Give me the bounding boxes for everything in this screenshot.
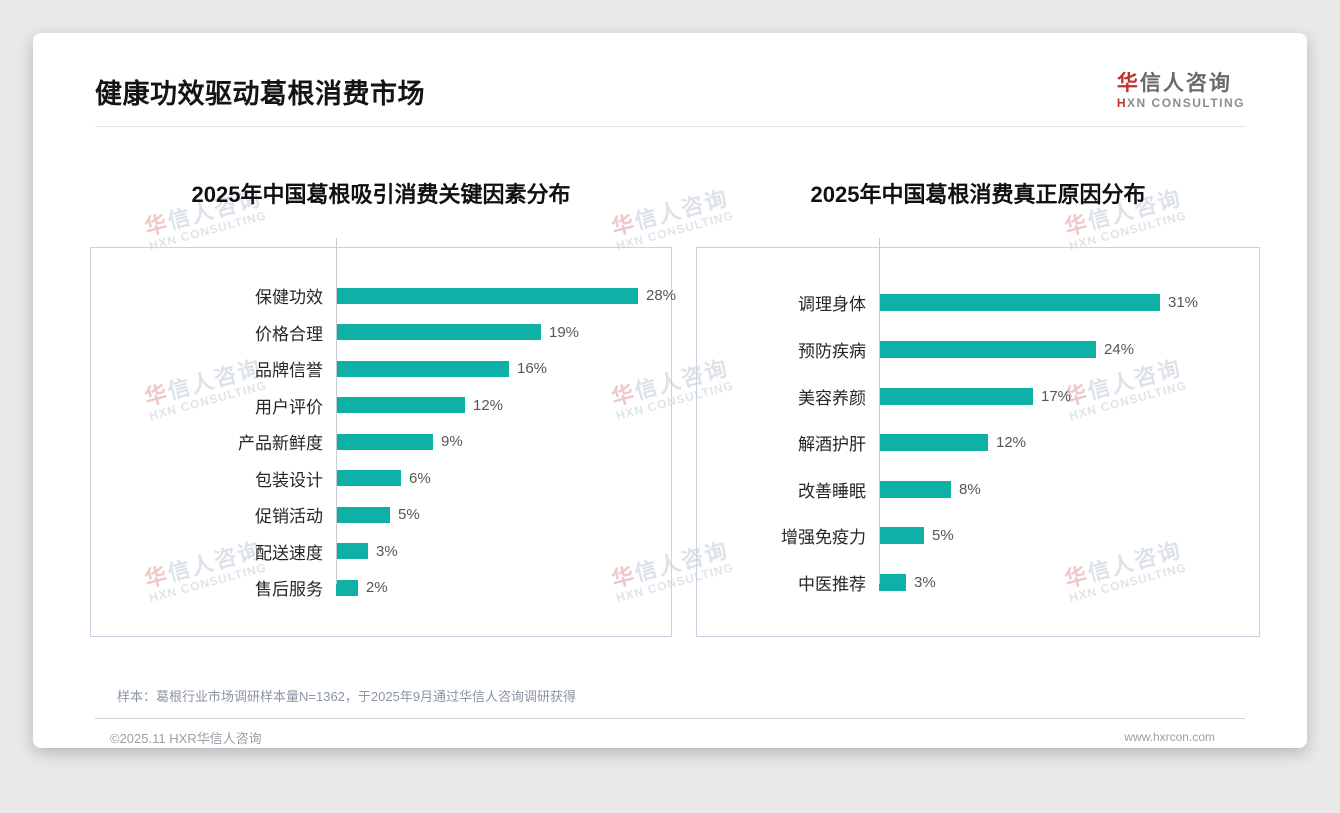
category-label: 调理身体 <box>798 295 866 315</box>
bar-value: 5% <box>932 527 954 545</box>
category-label: 配送速度 <box>255 543 323 563</box>
bar <box>336 287 638 304</box>
bar-row: 售后服务 2% <box>91 570 671 607</box>
category-label: 保健功效 <box>255 288 323 308</box>
bar-row: 价格合理 19% <box>91 314 671 351</box>
slide-card: 华信人咨询 HXN CONSULTING 华信人咨询 HXN CONSULTING 华信… <box>33 33 1307 748</box>
header: 健康功效驱动葛根消费市场 华信人咨询 HXN CONSULTING <box>33 33 1307 120</box>
bar-value: 28% <box>646 287 677 305</box>
bar-row: 调理身体 31% <box>697 280 1259 327</box>
bar-value: 31% <box>1168 294 1199 312</box>
bar-value: 3% <box>914 574 936 591</box>
bar <box>879 574 906 591</box>
company-logo: 华信人咨询 HXN CONSULTING <box>1116 72 1245 110</box>
bar-value: 17% <box>1041 387 1072 405</box>
bar <box>336 360 509 377</box>
category-label: 售后服务 <box>255 580 323 600</box>
bar-row: 品牌信誉 16% <box>91 351 671 388</box>
copyright-text: ©2025.11 HXR华信人咨询 <box>110 730 262 746</box>
logo-en-first-char: H <box>1116 96 1128 111</box>
bar-row: 包装设计 6% <box>91 460 671 497</box>
bar <box>336 506 390 523</box>
bar-row: 增强免疫力 5% <box>697 513 1259 560</box>
chart-left-title: 2025年中国葛根吸引消费关键因素分布 <box>191 181 571 207</box>
bar-row: 产品新鲜度 9% <box>91 424 671 461</box>
category-label: 解酒护肝 <box>798 435 866 455</box>
bar-value: 8% <box>959 480 981 498</box>
category-label: 价格合理 <box>255 324 323 344</box>
logo-en-text: HXN CONSULTING <box>1117 97 1245 110</box>
chart-right-column: 2025年中国葛根消费真正原因分布 调理身体 31% 预防疾病 24% 美容养颜 17% 解… <box>696 127 1260 637</box>
footer-row: ©2025.11 HXR华信人咨询 www.hxrcon.com <box>33 719 1307 747</box>
category-label: 用户评价 <box>255 397 323 417</box>
bar <box>879 387 1033 405</box>
category-label: 促销活动 <box>255 507 323 527</box>
bar-row: 预防疾病 24% <box>697 326 1259 373</box>
website-url: www.hxrcon.com <box>1124 730 1215 745</box>
bar-value: 12% <box>996 434 1027 452</box>
bar-value: 6% <box>409 469 431 487</box>
category-label: 包装设计 <box>255 470 323 490</box>
bar <box>879 527 924 545</box>
logo-cn-text: 华信人咨询 <box>1116 72 1245 95</box>
category-label: 中医推荐 <box>798 575 866 594</box>
bar-value: 12% <box>473 396 504 414</box>
footer-divider <box>95 717 1245 719</box>
bar <box>879 434 988 452</box>
y-axis-line <box>879 237 880 584</box>
bar <box>879 480 951 498</box>
bar-value: 24% <box>1104 341 1135 359</box>
bar <box>879 294 1160 312</box>
bar <box>336 397 465 414</box>
bar <box>336 470 401 487</box>
category-label: 品牌信誉 <box>255 361 323 381</box>
logo-cn-first-char: 华 <box>1116 72 1140 95</box>
bar-row: 中医推荐 3% <box>697 559 1259 606</box>
bar-value: 5% <box>398 506 420 524</box>
y-axis-line <box>336 237 337 584</box>
bar-value: 3% <box>376 542 398 560</box>
bar-row: 改善睡眠 8% <box>697 466 1259 513</box>
category-label: 美容养颜 <box>798 388 866 408</box>
bar <box>336 324 541 341</box>
category-label: 产品新鲜度 <box>238 434 323 454</box>
bar-value: 2% <box>366 579 388 597</box>
charts-area: 2025年中国葛根吸引消费关键因素分布 保健功效 28% 价格合理 19% 品牌信誉 16… <box>33 127 1307 637</box>
bar <box>336 543 368 560</box>
bar-row: 解酒护肝 12% <box>697 419 1259 466</box>
category-label: 增强免疫力 <box>781 528 866 548</box>
bar-row: 促销活动 5% <box>91 497 671 534</box>
category-label: 改善睡眠 <box>798 481 866 501</box>
bar-row: 保健功效 28% <box>91 278 676 315</box>
bar <box>879 341 1096 359</box>
logo-en-rest: XN CONSULTING <box>1127 96 1245 111</box>
chart-right-panel: 调理身体 31% 预防疾病 24% 美容养颜 17% 解酒护肝 12% 改善睡眠 8% 增强免疫力 5… <box>696 237 1260 637</box>
chart-right-plot: 调理身体 31% 预防疾病 24% 美容养颜 17% 解酒护肝 12% 改善睡眠 8% 增强免疫力 5… <box>697 237 1259 606</box>
chart-left-panel: 保健功效 28% 价格合理 19% 品牌信誉 16% 用户评价 12% 产品新鲜度 9% 包装设计 6… <box>90 237 676 637</box>
bar-row: 配送速度 3% <box>91 533 671 570</box>
bar <box>336 433 433 450</box>
page-title: 健康功效驱动葛根消费市场 <box>95 78 425 109</box>
chart-left-column: 2025年中国葛根吸引消费关键因素分布 保健功效 28% 价格合理 19% 品牌信誉 16… <box>90 127 676 637</box>
bar-value: 9% <box>441 433 463 451</box>
chart-left-plot: 保健功效 28% 价格合理 19% 品牌信誉 16% 用户评价 12% 产品新鲜度 9% 包装设计 6… <box>91 237 676 607</box>
header-divider <box>95 125 1245 127</box>
chart-right-title: 2025年中国葛根消费真正原因分布 <box>810 181 1146 207</box>
bar-row: 美容养颜 17% <box>697 373 1259 420</box>
bar <box>336 579 358 596</box>
bar-row: 用户评价 12% <box>91 387 671 424</box>
category-label: 预防疾病 <box>798 342 866 362</box>
logo-cn-rest: 信人咨询 <box>1139 72 1232 95</box>
sample-note: 样本：葛根行业市场调研样本量N=1362，于2025年9月通过华信人咨询调研获得 <box>117 688 577 704</box>
bar-value: 19% <box>549 323 580 341</box>
bar-value: 16% <box>517 360 548 378</box>
